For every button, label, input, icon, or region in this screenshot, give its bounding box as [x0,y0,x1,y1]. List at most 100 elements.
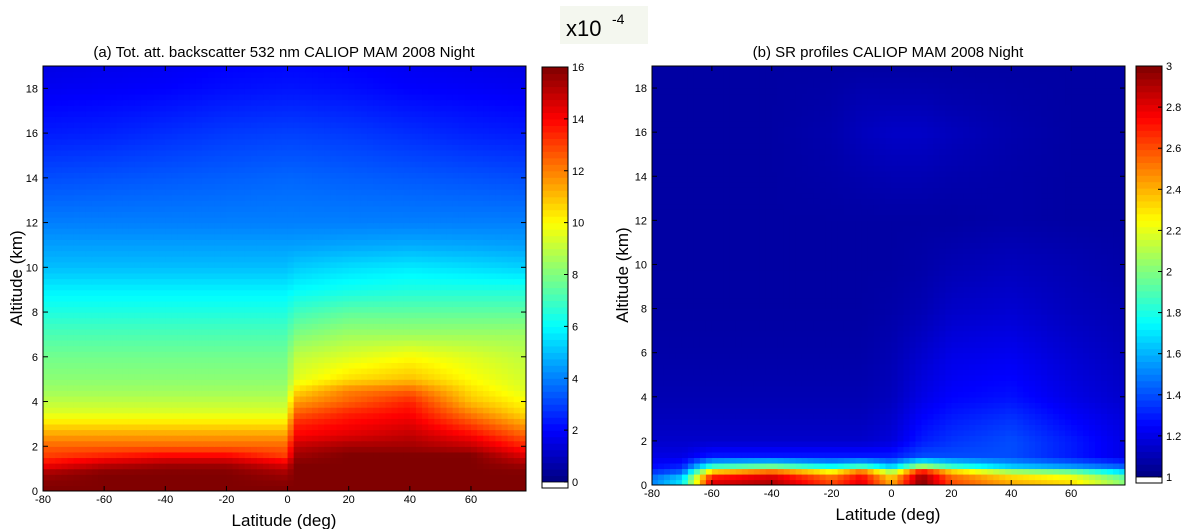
heatmap-cell [403,138,411,145]
heatmap-cell [373,239,380,246]
heatmap-cell [287,172,295,179]
heatmap-cell [312,373,319,380]
heatmap-cell [489,289,497,296]
heatmap-cell [422,306,429,313]
heatmap-cell [140,194,148,201]
heatmap-cell [281,256,289,263]
heatmap-cell [171,155,179,162]
heatmap-cell [171,166,179,173]
heatmap-cell [483,189,490,196]
heatmap-cell [153,395,160,403]
heatmap-cell [177,429,185,436]
heatmap-cell [501,485,509,491]
heatmap-cell [61,256,69,263]
heatmap-cell [324,161,331,168]
heatmap-cell [409,289,417,296]
heatmap-cell [409,401,417,408]
heatmap-cell [226,194,234,201]
heatmap-cell [434,412,441,419]
heatmap-cell [232,205,240,212]
heatmap-cell [422,468,429,475]
heatmap-cell [428,401,435,408]
heatmap-cell [440,295,448,302]
heatmap-cell [43,463,50,470]
heatmap-cell [501,440,509,447]
heatmap-cell [373,418,380,425]
heatmap-cell [214,334,221,341]
heatmap-cell [440,228,448,235]
heatmap-cell [238,161,246,168]
heatmap-cell [116,144,124,151]
heatmap-cell [446,278,454,285]
heatmap-cell [458,233,466,240]
heatmap-cell [415,379,423,386]
heatmap-cell [507,384,515,391]
heatmap-cell [354,261,362,268]
heatmap-cell [287,345,295,352]
heatmap-cell [153,312,160,319]
heatmap-cell [43,183,50,190]
heatmap-cell [513,479,521,487]
heatmap-cell [201,356,209,363]
heatmap-cell [409,261,417,268]
heatmap-cell [214,228,221,235]
heatmap-cell [397,451,405,459]
heatmap-cell [489,474,497,481]
heatmap-cell [299,384,307,391]
heatmap-cell [146,300,154,308]
heatmap-cell [79,362,87,369]
heatmap-cell [153,205,160,212]
heatmap-cell [159,401,166,408]
heatmap-cell [495,205,503,212]
heatmap-cell [238,323,246,330]
heatmap-cell [269,463,276,470]
heatmap-cell [379,222,386,229]
heatmap-cell [440,384,448,391]
heatmap-cell [153,356,160,363]
heatmap-cell [43,278,50,285]
heatmap-cell [318,451,325,459]
heatmap-cell [489,272,497,280]
heatmap-cell [98,446,105,453]
heatmap-cell [483,423,490,431]
heatmap-cell [134,261,142,268]
heatmap-cell [220,233,228,240]
heatmap-cell [403,189,411,196]
heatmap-cell [110,289,117,296]
heatmap-cell [452,177,460,185]
heatmap-cell [477,306,484,313]
heatmap-cell [110,435,117,442]
heatmap-cell [385,384,393,391]
heatmap-cell [483,295,490,302]
heatmap-cell [85,367,93,375]
heatmap-cell [519,457,526,464]
heatmap-cell [250,328,258,336]
heatmap-cell [110,395,117,403]
heatmap-cell [305,211,313,218]
heatmap-cell [470,468,478,475]
heatmap-cell [67,367,75,375]
heatmap-cell [220,272,228,280]
heatmap-cell [299,440,307,447]
heatmap-cell [409,440,417,447]
heatmap-cell [312,356,319,363]
heatmap-cell [238,306,246,313]
heatmap-cell [385,295,393,302]
heatmap-cell [513,379,521,386]
heatmap-cell [330,205,338,212]
heatmap-cell [360,401,368,408]
heatmap-cell [110,244,117,252]
heatmap-cell [342,172,350,179]
heatmap-cell [354,177,362,185]
heatmap-cell [165,216,172,224]
heatmap-cell [146,457,154,464]
heatmap-cell [208,233,215,240]
heatmap-cell [489,317,497,324]
heatmap-cell [312,334,319,341]
heatmap-cell [379,463,386,470]
heatmap-cell [519,205,526,212]
heatmap-cell [324,256,331,263]
heatmap-cell [403,183,411,190]
heatmap-cell [489,205,497,212]
heatmap-cell [98,384,105,391]
